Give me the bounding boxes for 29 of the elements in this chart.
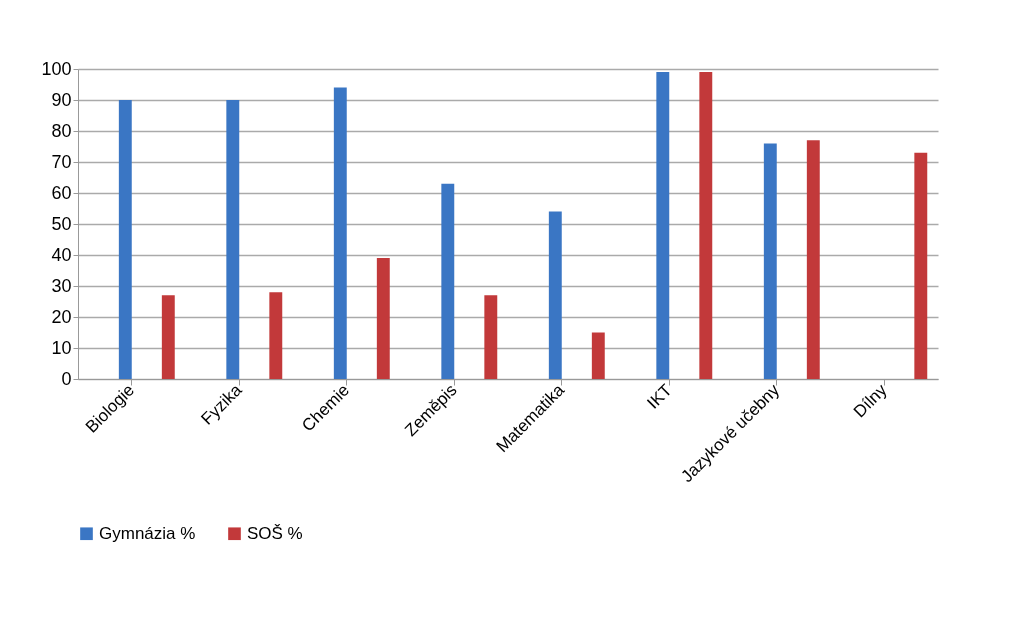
bar: [806, 140, 820, 379]
y-tick-label: 50: [51, 213, 72, 234]
y-tick-label: 100: [41, 58, 72, 79]
bar: [269, 292, 283, 379]
legend-label: SOŠ %: [247, 523, 303, 543]
bar: [226, 100, 240, 379]
bar: [548, 211, 562, 379]
y-tick-label: 90: [51, 89, 72, 110]
y-tick-label: 0: [61, 368, 72, 389]
y-tick-label: 80: [51, 120, 72, 141]
bar: [484, 295, 498, 379]
bar: [656, 72, 670, 379]
y-tick-label: 10: [51, 337, 72, 358]
y-tick-label: 20: [51, 306, 72, 327]
bar: [441, 183, 455, 379]
y-tick-label: 60: [51, 182, 72, 203]
bar: [591, 332, 605, 379]
bar: [161, 295, 175, 379]
y-tick-label: 70: [51, 151, 72, 172]
bar: [333, 87, 347, 379]
y-tick-label: 40: [51, 244, 72, 265]
bar: [763, 143, 777, 379]
bar: [699, 72, 713, 379]
bar: [118, 100, 132, 379]
x-tick-label: IKT: [643, 380, 676, 413]
y-tick-label: 30: [51, 275, 72, 296]
bar: [914, 152, 928, 379]
legend-label: Gymnázia %: [99, 523, 196, 543]
bar: [376, 258, 390, 379]
